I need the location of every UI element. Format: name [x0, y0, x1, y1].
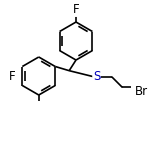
Text: F: F [9, 69, 16, 83]
Text: S: S [93, 70, 100, 83]
Text: F: F [73, 3, 79, 16]
Text: Br: Br [135, 85, 148, 98]
